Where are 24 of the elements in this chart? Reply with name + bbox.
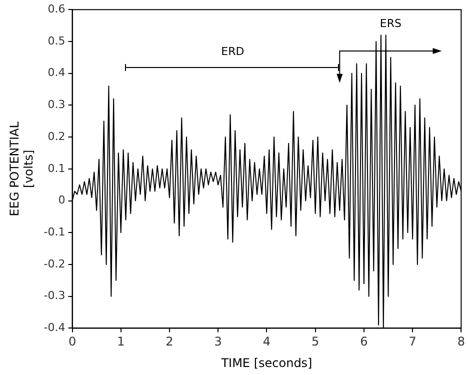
- annotation: ERD: [221, 44, 244, 58]
- y-tick-label: -0.2: [44, 257, 66, 270]
- y-tick-label: 0.5: [48, 34, 66, 48]
- x-tick-label: 0: [68, 334, 76, 349]
- y-tick-label: 0.3: [48, 98, 66, 112]
- y-tick-label: 0.1: [48, 162, 66, 175]
- y-tick-label: 0.2: [48, 130, 66, 143]
- y-tick-label: 0: [58, 194, 66, 207]
- x-tick-label: 4: [262, 334, 271, 349]
- x-tick-label: 1: [117, 334, 125, 349]
- x-axis-title: TIME [seconds]: [220, 356, 312, 370]
- y-tick-label: 0.4: [48, 66, 66, 80]
- x-tick-label: 6: [360, 334, 368, 349]
- x-tick-label: 3: [214, 334, 222, 349]
- y-tick-label: -0.3: [44, 289, 66, 302]
- y-tick-label: 0.6: [48, 2, 66, 16]
- y-tick-label: -0.4: [44, 321, 66, 334]
- x-tick-label: 8: [457, 334, 466, 349]
- x-tick-label: 5: [312, 334, 320, 349]
- annotation: ERS: [380, 17, 402, 30]
- x-tick-label: 7: [408, 334, 416, 349]
- y-axis-title: EEG POTENTIAL [volts]: [7, 121, 36, 216]
- y-tick-label: -0.1: [44, 225, 66, 238]
- x-tick-label: 2: [166, 334, 174, 349]
